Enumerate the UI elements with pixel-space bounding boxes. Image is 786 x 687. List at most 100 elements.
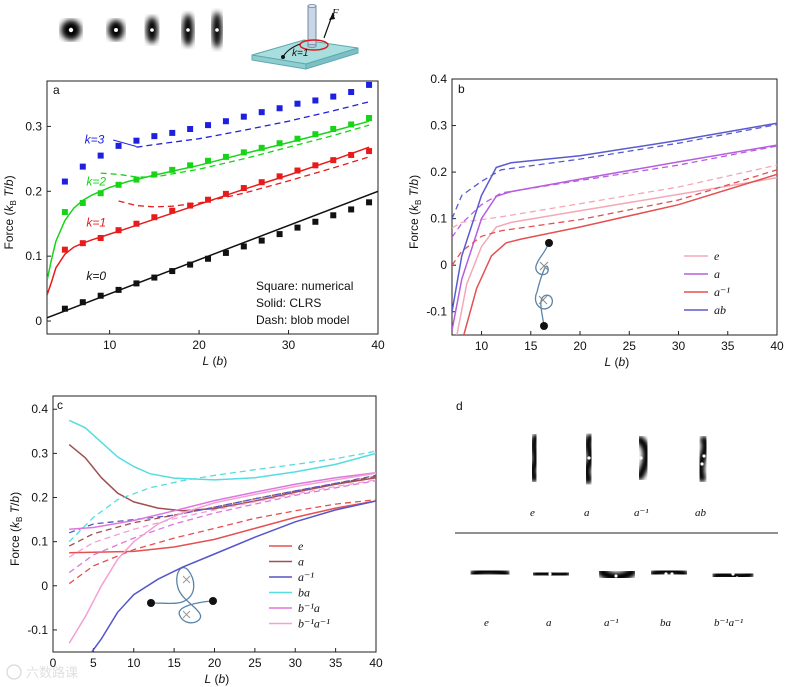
a-series-k1-point	[366, 148, 373, 155]
c-legend-label-5: b⁻¹a⁻¹	[298, 617, 330, 631]
a-xtick-label: 20	[192, 338, 206, 352]
b-ytick-label: 0.3	[430, 119, 447, 133]
b-legend-label-2: a⁻¹	[714, 285, 730, 299]
force-label: F	[331, 7, 339, 19]
a-series-k3-point	[276, 105, 283, 112]
panel-c-label: c	[57, 398, 63, 412]
c-xtick-label: 25	[248, 656, 262, 670]
a-series-k1-solid-line	[47, 146, 370, 296]
a-series-k0-point	[294, 224, 301, 231]
blob-image-5	[212, 12, 222, 48]
a-series-k0-point	[97, 292, 104, 299]
a-series-k2-point	[240, 149, 247, 156]
b-series-e-solid-line	[456, 176, 777, 335]
b-series-a-dash-line	[452, 169, 777, 266]
a-xlabel: L (b)	[203, 354, 228, 368]
b-xtick-label: 25	[623, 339, 637, 353]
a-series-k2-dash-line	[100, 124, 370, 178]
panel-c-inset-knot	[147, 567, 217, 624]
panel-a: a Square: numerical Solid: CLRS Dash: bl…	[2, 80, 385, 368]
a-series-k3-point	[169, 129, 176, 136]
panel-d: d e a a⁻¹ ab	[455, 399, 778, 629]
b-series-ab-solid-line	[452, 122, 777, 312]
a-series-k3-point	[79, 163, 86, 170]
a-xtick-label: 30	[282, 338, 296, 352]
panel-c: c 0 5 10 15 20 25 30 35 40 -0.1 0 0.1 0.2 0.3 0.4 L (b)…	[8, 395, 383, 686]
a-series-k1-point	[169, 207, 176, 214]
a-xtick-label: 10	[103, 338, 117, 352]
a-series-k2-point	[187, 162, 194, 169]
a-series-k1-point	[151, 214, 158, 221]
c-series-ba-solid-line	[69, 472, 376, 531]
legend-numerical: Square: numerical	[256, 279, 353, 293]
a-series-label-2: k=1	[86, 215, 106, 229]
b-plot-area	[452, 122, 777, 335]
a-series-k1-point	[79, 240, 86, 247]
c-legend-label-1: a	[298, 555, 304, 569]
d-bottom-blob-ba	[649, 566, 689, 579]
c-ytick-label: 0.1	[31, 535, 48, 549]
d-top-label-ab: ab	[695, 507, 707, 519]
a-series-k3-point	[240, 113, 247, 120]
b-ytick-label: 0.4	[430, 72, 447, 86]
winding-label: k=1	[292, 48, 308, 59]
a-series-k3-point	[258, 109, 265, 116]
panel-d-label: d	[456, 399, 463, 413]
blob-image-2	[108, 20, 124, 40]
b-legend-label-1: a	[714, 267, 720, 281]
b-legend-label-3: ab	[714, 303, 726, 317]
a-series-k2-point	[205, 157, 212, 164]
b-xtick-label: 35	[721, 339, 735, 353]
a-series-k1-point	[330, 157, 337, 164]
a-series-label-1: k=2	[86, 174, 106, 188]
c-xtick-label: 40	[369, 656, 383, 670]
c-xtick-label: 20	[208, 656, 222, 670]
a-series-k2-point	[276, 140, 283, 147]
a-series-k2-point	[151, 171, 158, 178]
a-series-k1-point	[187, 202, 194, 209]
panel-b: b 10 15 20 25 30 35 40 -0.1 0 0.1 0.2 0.3 0.4 L (b) Fo…	[407, 72, 784, 369]
b-ylabel: Force (kB T/b)	[407, 175, 423, 249]
c-ytick-label: 0.4	[31, 402, 48, 416]
a-series-k2-point	[169, 166, 176, 173]
c-legend-label-3: ba	[298, 586, 310, 600]
a-series-k2-point	[330, 126, 337, 133]
b-ytick-label: 0.2	[430, 165, 447, 179]
a-series-k1-dash-line	[118, 156, 370, 208]
c-series-ba-dash-line	[68, 479, 376, 558]
c-xtick-label: 5	[90, 656, 97, 670]
a-series-k0-point	[348, 206, 355, 213]
blob-image-1	[61, 20, 81, 40]
a-series-k0-point	[276, 231, 283, 238]
blob-image-3	[146, 17, 158, 43]
a-series-k3-point	[133, 137, 140, 144]
d-bottom-label-binvainv: b⁻¹a⁻¹	[714, 617, 743, 629]
a-series-k3-dash-line	[136, 101, 370, 148]
c-plot-area	[68, 419, 376, 652]
blob-image-4	[182, 14, 194, 46]
a-series-k1-point	[258, 179, 265, 186]
b-legend-label-0: e	[714, 249, 720, 263]
a-series-k3-point	[222, 118, 229, 125]
c-series-ba-solid-line	[68, 419, 376, 481]
legend-clrs: Solid: CLRS	[256, 296, 321, 310]
d-bottom-blob-e	[469, 566, 511, 579]
a-xtick-label: 40	[371, 338, 385, 352]
c-series-e-solid-line	[69, 500, 376, 554]
a-series-k1-point	[61, 246, 68, 253]
a-series-k3-point	[312, 97, 319, 104]
panel-a-label: a	[53, 83, 60, 97]
d-bottom-label-e: e	[484, 617, 489, 629]
c-series-ba-solid-line	[68, 472, 376, 644]
b-xtick-label: 15	[524, 339, 538, 353]
a-series-k0-point	[133, 280, 140, 287]
a-series-label-3: k=0	[86, 269, 106, 283]
c-xtick-label: 30	[289, 656, 303, 670]
a-series-k1-point	[97, 234, 104, 241]
a-series-k2-point	[97, 190, 104, 197]
a-series-k2-point	[133, 176, 140, 183]
b-series-a-dash-line	[452, 145, 777, 238]
panel-a-frame	[46, 80, 379, 335]
a-series-k1-point	[294, 167, 301, 174]
d-top-blob-e	[528, 434, 540, 482]
